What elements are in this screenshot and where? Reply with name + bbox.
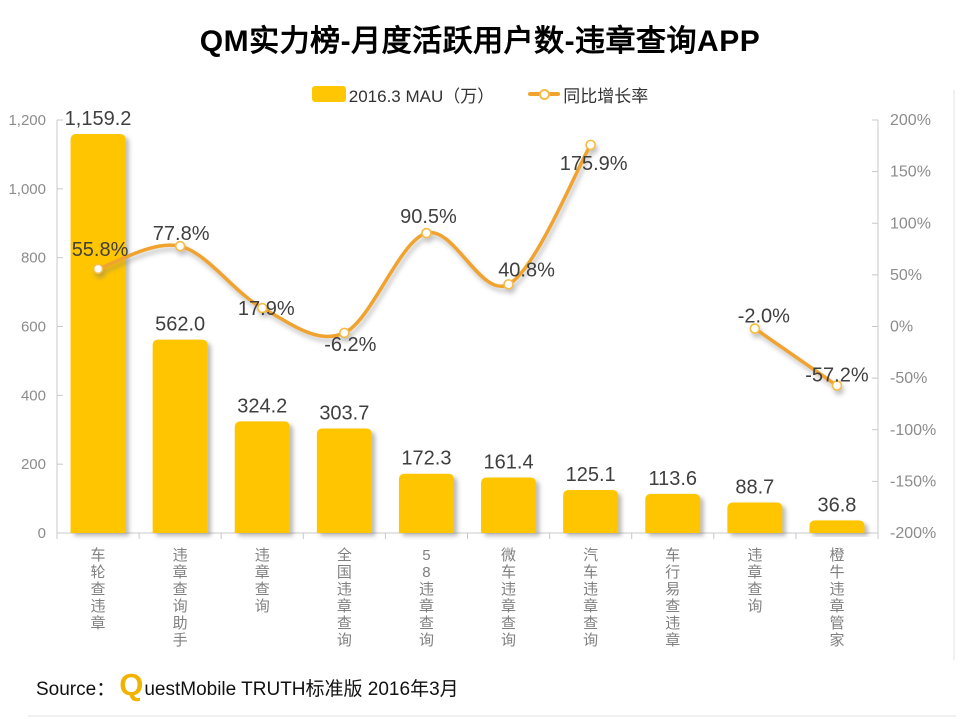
- chart-title: QM实力榜-月度活跃用户数-违章查询APP: [199, 25, 761, 58]
- legend-item-growth: 同比增长率: [528, 82, 648, 107]
- right-axis-tick-label: -100%: [890, 422, 936, 439]
- right-axis-tick-label: -200%: [890, 525, 936, 542]
- left-axis-tick-label: 600: [21, 319, 46, 336]
- line-value-labels: 55.8% 77.8% 17.9% -6.2% 90.5% 40.8% 175.9% -2.0…: [72, 153, 869, 387]
- bar: [809, 520, 865, 533]
- bar: [152, 339, 208, 533]
- bar-value-labels: 1,159.2 562.0 324.2 303.7 172.3 161.4 125.1 113…: [65, 108, 857, 516]
- category-label: 违章查询助手: [173, 547, 188, 649]
- line-value-label: 175.9%: [560, 153, 628, 175]
- bar: [316, 428, 372, 533]
- bar-value-label: 1,159.2: [65, 108, 132, 130]
- right-axis-tick-label: 100%: [890, 215, 931, 232]
- right-axis-tick-label: 0%: [890, 319, 913, 336]
- right-axis-tick-label: 150%: [890, 164, 931, 181]
- line-value-label: 40.8%: [498, 259, 555, 281]
- category-label: 违章查询: [747, 547, 762, 615]
- right-axis-tick-label: 50%: [890, 267, 922, 284]
- left-axis-tick-label: 1,200: [8, 112, 46, 129]
- bar-value-label: 324.2: [237, 395, 287, 417]
- line-marker-point: [339, 327, 350, 339]
- category-label: 橙牛违章管家: [829, 547, 844, 649]
- bar: [481, 477, 537, 533]
- line-value-label: -2.0%: [738, 306, 790, 328]
- left-axis-tick-label: 1,000: [8, 181, 46, 198]
- source-prefix: Source：: [36, 679, 116, 700]
- source-rest: uestMobile TRUTH标准版 2016年3月: [144, 679, 459, 700]
- right-axis-tick-label: -150%: [890, 473, 936, 490]
- line-value-label: -6.2%: [324, 334, 376, 356]
- bar-legend-swatch-icon: [311, 86, 346, 102]
- axes: 0 200 400 600 800 1,000 1,200 -200% -150% -100% -5…: [8, 112, 936, 542]
- left-axis-tick-label: 400: [21, 387, 46, 404]
- legend: 2016.3 MAU（万） 同比增长率: [0, 82, 960, 106]
- line-value-label: 90.5%: [400, 206, 457, 228]
- bar-value-label: 125.1: [566, 464, 616, 486]
- questmobile-logo-q-icon: Q: [119, 667, 144, 702]
- left-axis-tick-label: 800: [21, 250, 46, 267]
- line-legend-dot-icon: [539, 89, 551, 100]
- legend-label-growth: 同比增长率: [563, 86, 649, 106]
- line-marker-point: [831, 380, 843, 391]
- bar: [398, 473, 454, 533]
- category-label: 车行易查违章: [665, 547, 680, 649]
- line-value-label: 55.8%: [72, 239, 129, 261]
- legend-item-mau: 2016.3 MAU（万）: [311, 82, 495, 107]
- line-marker-point: [92, 263, 104, 275]
- bar-value-label: 36.8: [817, 494, 856, 516]
- line-value-label: -57.2%: [805, 365, 869, 387]
- bar: [727, 502, 783, 533]
- line-marker-point: [585, 139, 596, 151]
- category-label: 违章查询: [255, 547, 270, 615]
- right-axis-tick-label: -50%: [890, 370, 927, 387]
- line-value-label: 17.9%: [238, 298, 295, 320]
- left-axis-tick-label: 200: [21, 456, 46, 473]
- line-series: [92, 139, 843, 391]
- bar-value-label: 303.7: [319, 402, 369, 424]
- right-axis-tick-label: 200%: [890, 112, 931, 129]
- line-marker-point: [174, 240, 186, 252]
- left-axis-tick-label: 0: [38, 525, 46, 542]
- category-label: 汽车违章查询: [583, 547, 598, 649]
- growth-line-group: [92, 139, 843, 391]
- category-label: 微车违章查询: [501, 547, 516, 649]
- line-marker-point: [256, 302, 268, 314]
- bar: [563, 489, 619, 533]
- bar-value-label: 562.0: [155, 314, 205, 336]
- line-marker-point: [503, 279, 514, 290]
- growth-line: [753, 326, 839, 388]
- category-axis-labels: 车轮查违章 违章查询助手 违章查询 全国违章查询 5 8 违章查询 微车违章查询 汽车违章查询 车…: [91, 546, 845, 649]
- line-value-label: 77.8%: [153, 223, 210, 245]
- bar-value-label: 113.6: [648, 468, 697, 490]
- bar-value-label: 161.4: [484, 451, 534, 473]
- bar-series: [70, 134, 865, 534]
- line-legend-marker-icon: [528, 89, 561, 100]
- bar: [70, 134, 126, 534]
- bar: [645, 493, 701, 533]
- category-label: 5 8 违章查询: [419, 547, 434, 649]
- legend-label-mau: 2016.3 MAU（万）: [348, 86, 495, 106]
- chart-frame: [28, 90, 956, 717]
- line-marker-point: [421, 227, 432, 239]
- bar-value-label: 88.7: [735, 476, 774, 498]
- category-label: 车轮查违章: [91, 547, 106, 632]
- bar-value-label: 172.3: [401, 448, 451, 470]
- category-label: 全国违章查询: [337, 546, 352, 649]
- bar: [234, 421, 290, 533]
- line-marker-point: [749, 323, 761, 334]
